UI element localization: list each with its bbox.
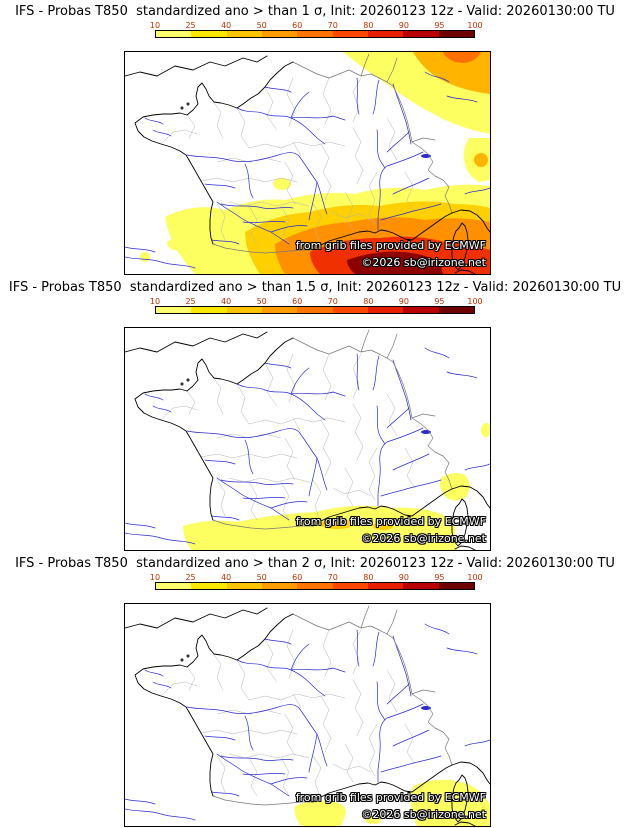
colorbar-tick-label: 95	[434, 573, 445, 582]
colorbar-tick-label: 10	[149, 21, 161, 30]
colorbar-segment	[156, 31, 192, 37]
credit-copyright: ©2026 sb@irizone.net	[361, 256, 486, 269]
colorbar-gradient	[155, 582, 475, 590]
colorbar-segment	[297, 31, 333, 37]
colorbar-segment	[261, 31, 298, 37]
colorbar-segment	[156, 307, 192, 313]
colorbar-segment	[403, 583, 439, 589]
colorbar-segment	[332, 583, 368, 589]
colorbar-segment	[438, 307, 474, 313]
colorbar-segment	[191, 31, 227, 37]
colorbar-segment	[367, 307, 404, 313]
colorbar-gradient	[155, 306, 475, 314]
credit-ecmwf: from grib files provided by ECMWF	[295, 791, 486, 804]
colorbar-segment	[438, 583, 474, 589]
colorbar-segment	[261, 583, 298, 589]
panel-title: IFS - Probas T850 standardized ano > tha…	[15, 556, 615, 571]
colorbar-tick-label: 100	[467, 21, 483, 30]
probability-overlay-1point5sigma	[183, 423, 490, 550]
colorbar-tick-label: 100	[467, 573, 483, 582]
colorbar-tick-label: 40	[221, 21, 232, 30]
probability-overlay-2sigma	[294, 779, 490, 826]
colorbar-tick-label: 40	[221, 573, 232, 582]
colorbar-tick-label: 90	[398, 297, 409, 306]
colorbar-segment	[332, 31, 368, 37]
colorbar-gradient	[155, 30, 475, 38]
colorbar-segment	[367, 583, 404, 589]
colorbar-tick-label: 70	[327, 21, 338, 30]
colorbar-tick-label: 50	[256, 573, 267, 582]
colorbar-tick-labels: 10 25 40 50 60 70 80 90 95 100	[150, 573, 483, 582]
probability-colorbar: 10 25 40 50 60 70 80 90 95 100	[150, 21, 483, 41]
colorbar-tick-labels: 10 25 40 50 60 70 80 90 95 100	[150, 297, 483, 306]
colorbar-segment	[226, 583, 262, 589]
colorbar-tick-label: 70	[327, 297, 338, 306]
credit-ecmwf: from grib files provided by ECMWF	[295, 239, 486, 252]
probability-colorbar: 10 25 40 50 60 70 80 90 95 100	[150, 573, 483, 593]
france-map	[125, 52, 490, 274]
colorbar-tick-label: 80	[363, 21, 374, 30]
colorbar-tick-label: 95	[434, 21, 445, 30]
colorbar-tick-label: 25	[185, 21, 196, 30]
colorbar-segment	[191, 307, 227, 313]
france-map	[125, 329, 490, 550]
colorbar-segment	[156, 583, 192, 589]
colorbar-segment	[403, 31, 439, 37]
map-frame: from grib files provided by ECMWF ©2026 …	[124, 603, 491, 827]
credit-ecmwf: from grib files provided by ECMWF	[295, 515, 486, 528]
colorbar-tick-label: 40	[221, 297, 232, 306]
colorbar-segment	[261, 307, 298, 313]
colorbar-tick-label: 95	[434, 297, 445, 306]
colorbar-tick-label: 70	[327, 573, 338, 582]
colorbar-tick-label: 80	[363, 297, 374, 306]
credit-copyright: ©2026 sb@irizone.net	[361, 808, 486, 821]
colorbar-segment	[297, 307, 333, 313]
colorbar-tick-label: 90	[398, 21, 409, 30]
colorbar-segment	[297, 583, 333, 589]
colorbar-tick-label: 60	[292, 21, 303, 30]
colorbar-tick-label: 10	[149, 297, 161, 306]
colorbar-tick-label: 25	[185, 573, 196, 582]
colorbar-segment	[367, 31, 404, 37]
colorbar-tick-label: 90	[398, 573, 409, 582]
panel-prob-gt-1sigma: IFS - Probas T850 standardized ano > tha…	[0, 0, 630, 276]
colorbar-segment	[191, 583, 227, 589]
colorbar-segment	[226, 31, 262, 37]
colorbar-tick-label: 50	[256, 297, 267, 306]
colorbar-segment	[438, 31, 474, 37]
credit-copyright: ©2026 sb@irizone.net	[361, 532, 486, 545]
colorbar-tick-label: 60	[292, 573, 303, 582]
colorbar-tick-label: 50	[256, 21, 267, 30]
colorbar-tick-label: 100	[467, 297, 483, 306]
colorbar-segment	[226, 307, 262, 313]
colorbar-tick-label: 60	[292, 297, 303, 306]
france-map	[125, 605, 490, 826]
colorbar-segment	[332, 307, 368, 313]
map-frame: from grib files provided by ECMWF ©2026 …	[124, 327, 491, 551]
probability-colorbar: 10 25 40 50 60 70 80 90 95 100	[150, 297, 483, 317]
panel-prob-gt-2sigma: IFS - Probas T850 standardized ano > tha…	[0, 552, 630, 828]
panel-prob-gt-1point5sigma: IFS - Probas T850 standardized ano > tha…	[0, 276, 630, 552]
colorbar-segment	[403, 307, 439, 313]
panel-title: IFS - Probas T850 standardized ano > tha…	[8, 280, 622, 295]
colorbar-tick-labels: 10 25 40 50 60 70 80 90 95 100	[150, 21, 483, 30]
map-frame: from grib files provided by ECMWF ©2026 …	[124, 51, 491, 275]
colorbar-tick-label: 10	[149, 573, 161, 582]
panel-title: IFS - Probas T850 standardized ano > tha…	[15, 4, 615, 19]
colorbar-tick-label: 80	[363, 573, 374, 582]
colorbar-tick-label: 25	[185, 297, 196, 306]
